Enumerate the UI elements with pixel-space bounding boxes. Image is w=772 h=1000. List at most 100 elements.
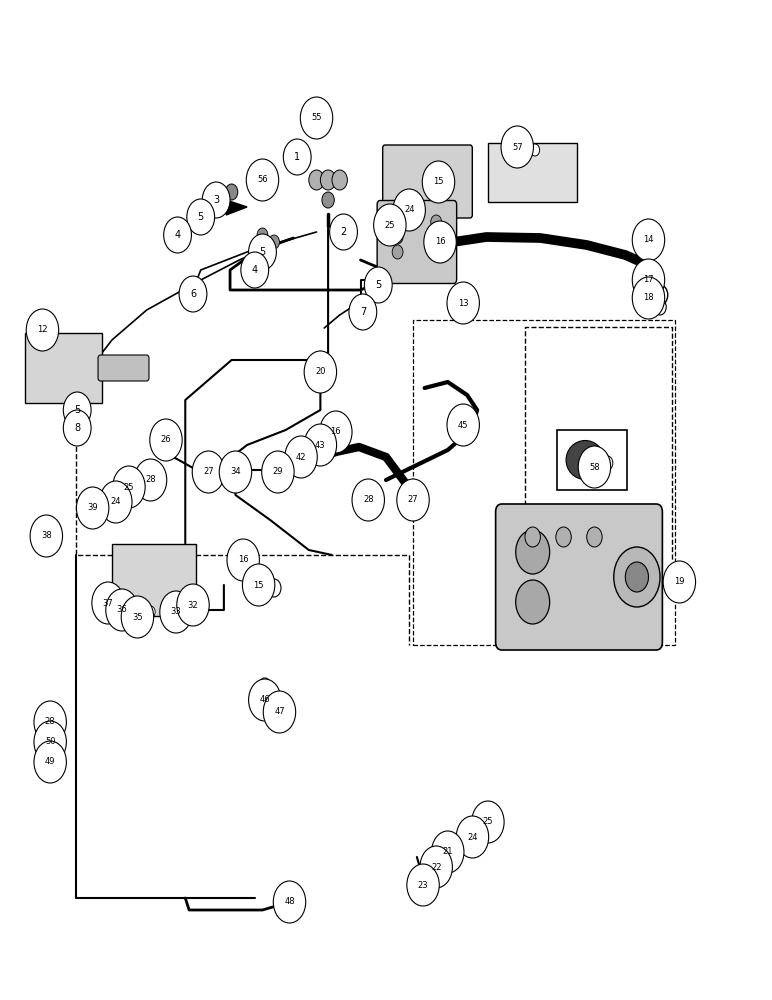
Circle shape (479, 815, 490, 829)
Text: 25: 25 (482, 818, 493, 826)
Circle shape (48, 716, 57, 728)
Circle shape (163, 426, 177, 444)
Circle shape (113, 466, 145, 508)
Circle shape (431, 850, 442, 864)
Text: 23: 23 (418, 880, 428, 890)
Circle shape (26, 309, 59, 351)
Circle shape (501, 126, 533, 168)
FancyBboxPatch shape (25, 333, 101, 402)
Circle shape (349, 294, 377, 330)
FancyBboxPatch shape (113, 544, 196, 616)
Circle shape (63, 410, 91, 446)
Circle shape (100, 481, 132, 523)
Text: 20: 20 (315, 367, 326, 376)
Text: 5: 5 (74, 405, 80, 415)
Text: 21: 21 (442, 848, 453, 856)
Text: 42: 42 (296, 452, 306, 462)
Circle shape (332, 170, 347, 190)
Circle shape (227, 539, 259, 581)
Text: 8: 8 (74, 423, 80, 433)
Circle shape (269, 235, 279, 249)
Circle shape (262, 451, 294, 493)
Circle shape (632, 277, 665, 319)
Circle shape (34, 721, 66, 763)
FancyBboxPatch shape (496, 504, 662, 650)
Circle shape (48, 754, 57, 766)
Circle shape (304, 351, 337, 393)
Text: 3: 3 (213, 195, 219, 205)
Circle shape (632, 259, 665, 301)
Circle shape (121, 596, 154, 638)
Text: 56: 56 (257, 176, 268, 184)
Circle shape (614, 547, 660, 607)
Circle shape (249, 679, 281, 721)
Text: 33: 33 (171, 607, 181, 616)
Circle shape (578, 446, 611, 488)
Circle shape (320, 170, 336, 190)
Circle shape (300, 97, 333, 139)
Circle shape (249, 234, 276, 270)
Circle shape (130, 606, 140, 618)
Circle shape (241, 252, 269, 288)
Text: 1: 1 (294, 152, 300, 162)
Circle shape (456, 816, 489, 858)
Text: 5: 5 (375, 280, 381, 290)
Text: 7: 7 (360, 307, 366, 317)
Text: 39: 39 (87, 504, 98, 512)
Circle shape (192, 451, 225, 493)
Text: 28: 28 (45, 718, 56, 726)
Circle shape (516, 580, 550, 624)
Text: 50: 50 (45, 738, 56, 746)
Text: 19: 19 (674, 578, 685, 586)
Circle shape (202, 182, 230, 218)
Text: 16: 16 (435, 237, 445, 246)
Circle shape (257, 228, 268, 242)
Circle shape (472, 801, 504, 843)
Circle shape (654, 299, 666, 315)
Text: 27: 27 (408, 495, 418, 504)
Circle shape (134, 459, 167, 501)
Circle shape (225, 184, 238, 200)
Polygon shape (226, 200, 247, 215)
Circle shape (364, 267, 392, 303)
Circle shape (276, 892, 288, 908)
Text: 48: 48 (284, 898, 295, 906)
Circle shape (516, 530, 550, 574)
Circle shape (392, 215, 403, 229)
Text: 5: 5 (259, 247, 266, 257)
Circle shape (374, 204, 406, 246)
Text: 15: 15 (253, 580, 264, 589)
Text: 13: 13 (458, 298, 469, 308)
Text: 24: 24 (110, 497, 121, 506)
Circle shape (393, 189, 425, 231)
Circle shape (424, 221, 456, 263)
Text: 46: 46 (259, 696, 270, 704)
Text: 29: 29 (273, 468, 283, 477)
Circle shape (285, 436, 317, 478)
Text: 55: 55 (311, 113, 322, 122)
Text: 58: 58 (589, 462, 600, 472)
Text: 47: 47 (274, 708, 285, 716)
Circle shape (34, 701, 66, 743)
Circle shape (530, 144, 540, 156)
Text: 12: 12 (37, 326, 48, 334)
Circle shape (467, 830, 478, 844)
Circle shape (160, 591, 192, 633)
Circle shape (283, 139, 311, 175)
Text: 24: 24 (467, 832, 478, 842)
Circle shape (192, 606, 201, 618)
Text: 49: 49 (45, 758, 56, 766)
Circle shape (199, 203, 210, 217)
Circle shape (34, 741, 66, 783)
Circle shape (267, 579, 281, 597)
Circle shape (146, 606, 155, 618)
Text: 45: 45 (458, 420, 469, 430)
Circle shape (407, 864, 439, 906)
Circle shape (30, 515, 63, 557)
Text: 25: 25 (124, 483, 134, 491)
Text: 2: 2 (340, 227, 347, 237)
Circle shape (322, 192, 334, 208)
Circle shape (309, 170, 324, 190)
Circle shape (179, 276, 207, 312)
Circle shape (258, 678, 272, 696)
